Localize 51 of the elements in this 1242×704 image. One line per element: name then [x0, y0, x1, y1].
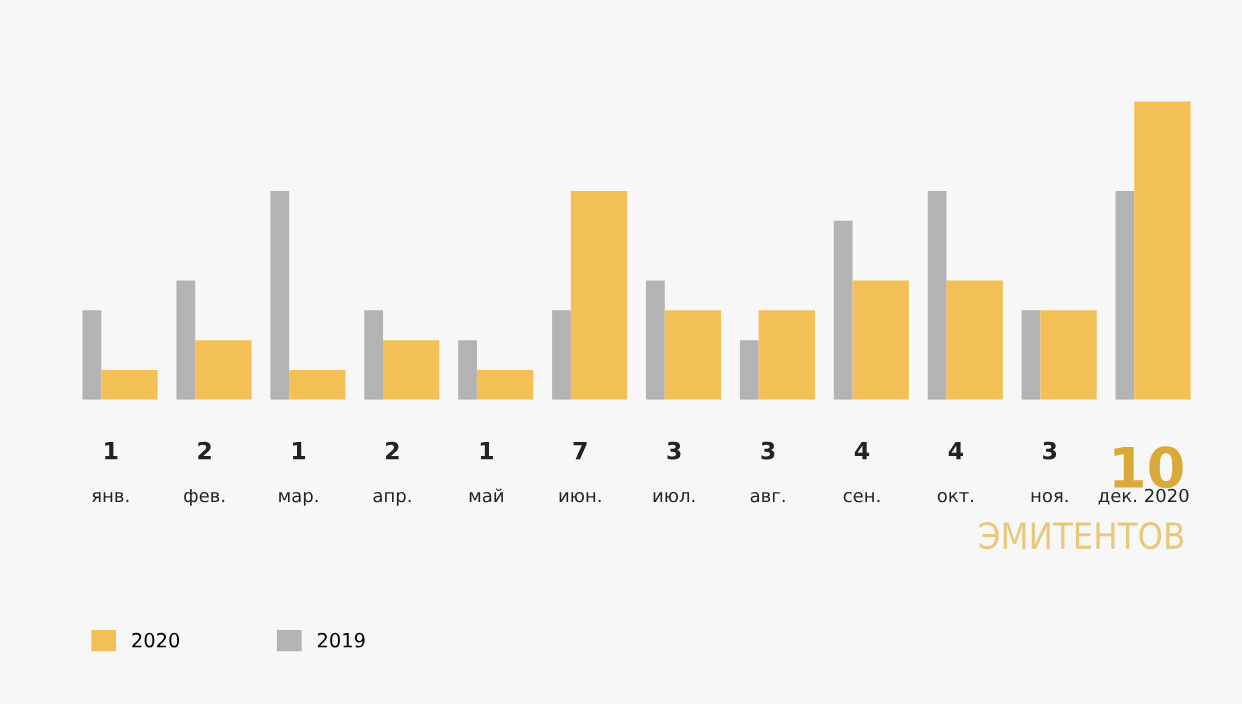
- data-label: 4: [948, 441, 964, 460]
- x-tick-label: июл.: [653, 491, 695, 503]
- bar: [270, 190, 290, 400]
- bar: [195, 340, 252, 400]
- bar: [946, 280, 1003, 400]
- data-label: 1: [105, 441, 118, 460]
- legend-label: 2020: [132, 632, 180, 648]
- bar: [176, 280, 196, 400]
- x-tick-label: фев.: [184, 488, 225, 506]
- x-tick-label: мар.: [279, 491, 318, 506]
- bar: [1115, 190, 1135, 400]
- x-tick-label: май: [469, 488, 503, 503]
- bar: [739, 340, 759, 400]
- bar: [1040, 310, 1097, 400]
- bar: [364, 310, 384, 400]
- data-label: 10: [1114, 446, 1183, 489]
- data-label: 2: [386, 441, 399, 460]
- data-label: 3: [761, 441, 775, 460]
- x-tick-label: ноя.: [1031, 491, 1068, 503]
- legend-label: 2019: [317, 632, 365, 648]
- data-label: 2: [198, 441, 211, 460]
- bar: [1021, 310, 1041, 400]
- bar: [758, 310, 816, 400]
- data-label: 4: [854, 441, 870, 460]
- bar: [570, 190, 628, 400]
- data-label: 3: [667, 441, 681, 460]
- bar: [1134, 101, 1191, 400]
- data-label: 1: [480, 441, 493, 460]
- bar: [458, 340, 477, 400]
- bar: [645, 280, 665, 400]
- data-label: 7: [573, 441, 587, 460]
- data-label: 1: [292, 441, 306, 460]
- bar: [833, 220, 853, 400]
- x-tick-label: дек. 2020: [1098, 488, 1189, 505]
- x-tick-label: июн.: [559, 491, 601, 503]
- bar: [82, 310, 102, 400]
- data-label: 3: [1043, 441, 1057, 460]
- text: ЭМИТЕНТОВ: [979, 521, 1184, 550]
- x-tick-label: апр.: [373, 491, 411, 506]
- bar: [927, 190, 947, 400]
- x-tick-label: окт.: [937, 491, 974, 503]
- bar: [476, 370, 534, 400]
- x-tick-label: авг.: [750, 491, 785, 503]
- bar: [852, 280, 909, 400]
- bar: [289, 370, 346, 400]
- bar: [101, 370, 158, 400]
- bar: [552, 310, 571, 400]
- bar: [664, 310, 722, 400]
- x-tick-label: сен.: [843, 491, 880, 503]
- bar: [383, 340, 440, 400]
- x-tick-label: янв.: [92, 492, 129, 503]
